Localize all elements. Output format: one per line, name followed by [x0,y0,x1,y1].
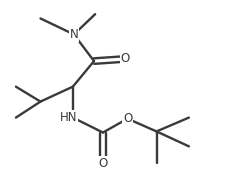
Text: HN: HN [59,111,77,124]
Text: O: O [120,52,129,66]
Text: O: O [98,157,107,170]
Text: N: N [69,28,78,41]
Text: O: O [122,112,132,125]
